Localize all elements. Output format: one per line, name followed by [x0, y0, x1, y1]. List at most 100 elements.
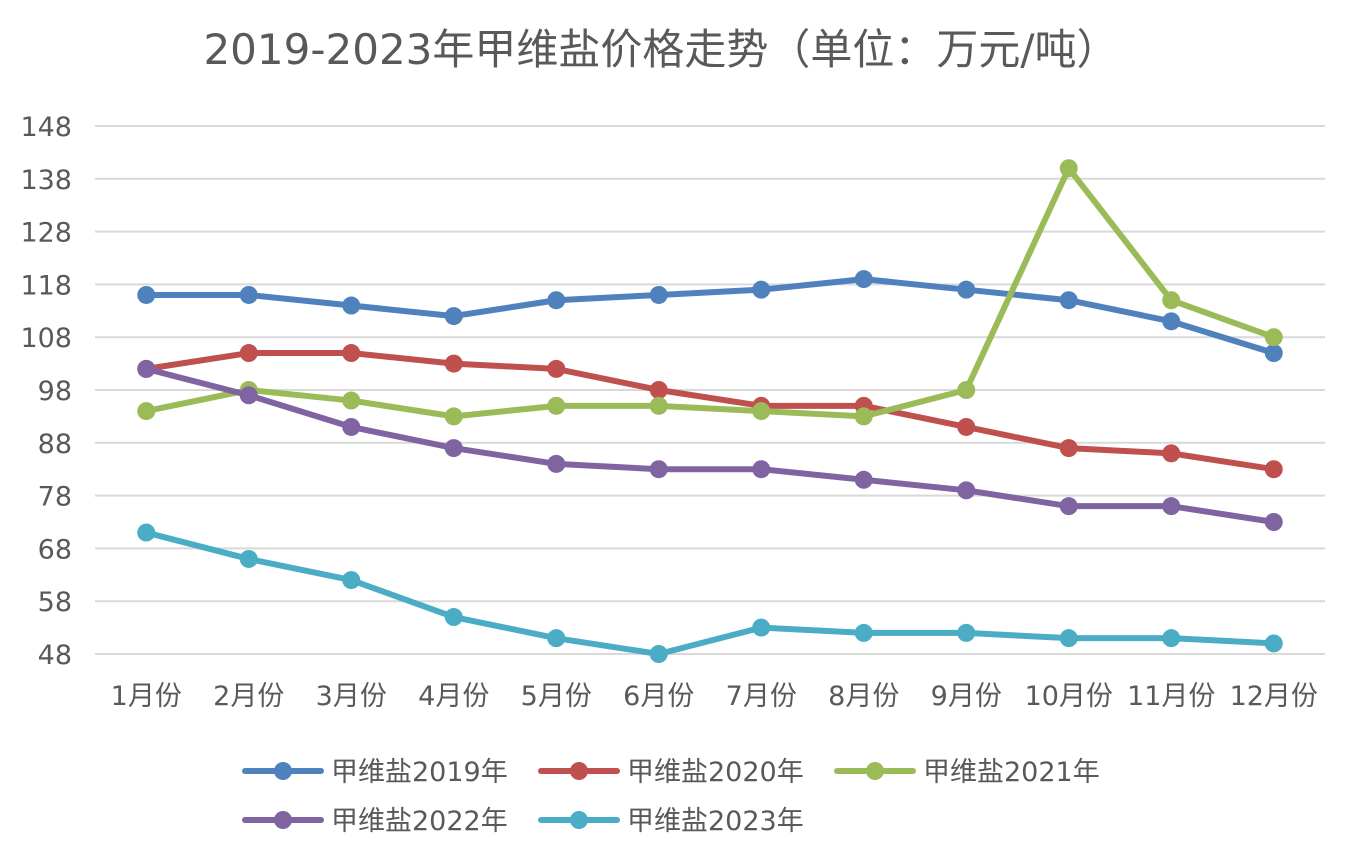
series-line: [143, 365, 1277, 525]
data-point: [444, 608, 463, 627]
y-tick-label: 98: [38, 376, 72, 407]
y-tick-label: 148: [20, 112, 72, 143]
data-point: [137, 402, 156, 421]
data-point: [1059, 159, 1078, 178]
data-point: [649, 381, 668, 399]
data-point: [444, 407, 463, 426]
legend-entry: 甲维盐2021年: [834, 757, 1100, 788]
legend-swatch-marker: [570, 811, 588, 829]
data-point: [854, 470, 873, 489]
data-point: [1264, 634, 1283, 653]
data-point: [547, 291, 566, 310]
legend-swatch-marker: [274, 762, 292, 780]
legend-label: 甲维盐2019年: [331, 757, 508, 788]
data-point: [957, 481, 976, 500]
data-point: [547, 396, 566, 415]
y-tick-label: 68: [38, 534, 72, 565]
data-point: [752, 460, 771, 479]
series-lines: [137, 159, 1283, 663]
data-point: [547, 359, 566, 378]
data-point: [649, 285, 668, 304]
data-point: [137, 523, 156, 542]
y-tick-label: 58: [38, 587, 72, 618]
data-point: [239, 285, 258, 304]
data-point: [752, 280, 771, 299]
data-point: [1059, 291, 1078, 310]
series-line: [143, 529, 1277, 657]
data-point: [342, 571, 361, 590]
x-tick-label: 1月份: [111, 681, 182, 712]
legend-swatch-marker: [274, 811, 292, 829]
data-point: [1162, 444, 1181, 463]
x-tick-label: 9月份: [931, 681, 1002, 712]
series-4: [137, 359, 1283, 531]
legend-entry: 甲维盐2020年: [538, 757, 804, 788]
series-1: [137, 270, 1283, 363]
data-point: [752, 618, 771, 637]
data-point: [444, 439, 463, 458]
series-5: [137, 523, 1283, 663]
data-point: [342, 296, 361, 315]
data-point: [1162, 629, 1181, 648]
x-tick-label: 11月份: [1127, 681, 1215, 712]
data-point: [239, 549, 258, 568]
x-tick-label: 6月份: [623, 681, 694, 712]
legend-entry: 甲维盐2022年: [242, 806, 508, 837]
x-tick-label: 3月份: [316, 681, 387, 712]
data-point: [957, 280, 976, 299]
data-point: [342, 344, 361, 363]
data-point: [342, 417, 361, 436]
series-3: [137, 159, 1283, 426]
legend-entry: 甲维盐2019年: [242, 757, 508, 788]
legend-entry: 甲维盐2023年: [538, 806, 804, 837]
data-point: [137, 359, 156, 378]
legend-swatch-marker: [570, 762, 588, 780]
data-point: [854, 270, 873, 289]
data-point: [1162, 497, 1181, 516]
y-tick-label: 78: [38, 482, 72, 513]
y-axis-ticks: 48 58 68 78 88 98 108 118 128 138 148: [20, 112, 72, 671]
data-point: [1264, 328, 1283, 347]
series-line: [143, 165, 1277, 420]
x-tick-label: 2月份: [213, 681, 284, 712]
y-tick-label: 88: [38, 429, 72, 460]
data-point: [957, 623, 976, 642]
data-point: [649, 460, 668, 479]
data-point: [957, 417, 976, 436]
data-point: [239, 344, 258, 363]
y-tick-label: 108: [20, 323, 72, 354]
data-point: [1162, 291, 1181, 310]
x-tick-label: 10月份: [1025, 681, 1113, 712]
data-point: [239, 386, 258, 405]
data-point: [547, 454, 566, 473]
legend-label: 甲维盐2020年: [627, 757, 804, 788]
y-tick-label: 138: [20, 165, 72, 196]
data-point: [1264, 460, 1283, 479]
data-point: [957, 381, 976, 399]
data-point: [444, 307, 463, 326]
y-tick-label: 48: [38, 640, 72, 671]
data-point: [752, 402, 771, 421]
data-point: [854, 623, 873, 642]
y-tick-label: 128: [20, 218, 72, 249]
data-point: [342, 391, 361, 410]
legend-label: 甲维盐2021年: [923, 757, 1100, 788]
x-axis-ticks: 1月份 2月份 3月份 4月份 5月份 6月份 7月份 8月份 9月份 10月份 11月份 12月份: [111, 681, 1318, 712]
series-2: [137, 344, 1283, 479]
series-line: [143, 350, 1277, 473]
data-point: [1059, 497, 1078, 516]
gridlines: [95, 125, 1325, 655]
data-point: [1264, 513, 1283, 531]
data-point: [649, 645, 668, 663]
x-tick-label: 8月份: [828, 681, 899, 712]
legend-label: 甲维盐2023年: [627, 806, 804, 837]
data-point: [649, 396, 668, 415]
x-tick-label: 7月份: [726, 681, 797, 712]
x-tick-label: 12月份: [1230, 681, 1318, 712]
data-point: [1162, 312, 1181, 331]
chart-title: 2019-2023年甲维盐价格走势（单位：万元/吨）: [203, 25, 1118, 74]
x-tick-label: 5月份: [521, 681, 592, 712]
